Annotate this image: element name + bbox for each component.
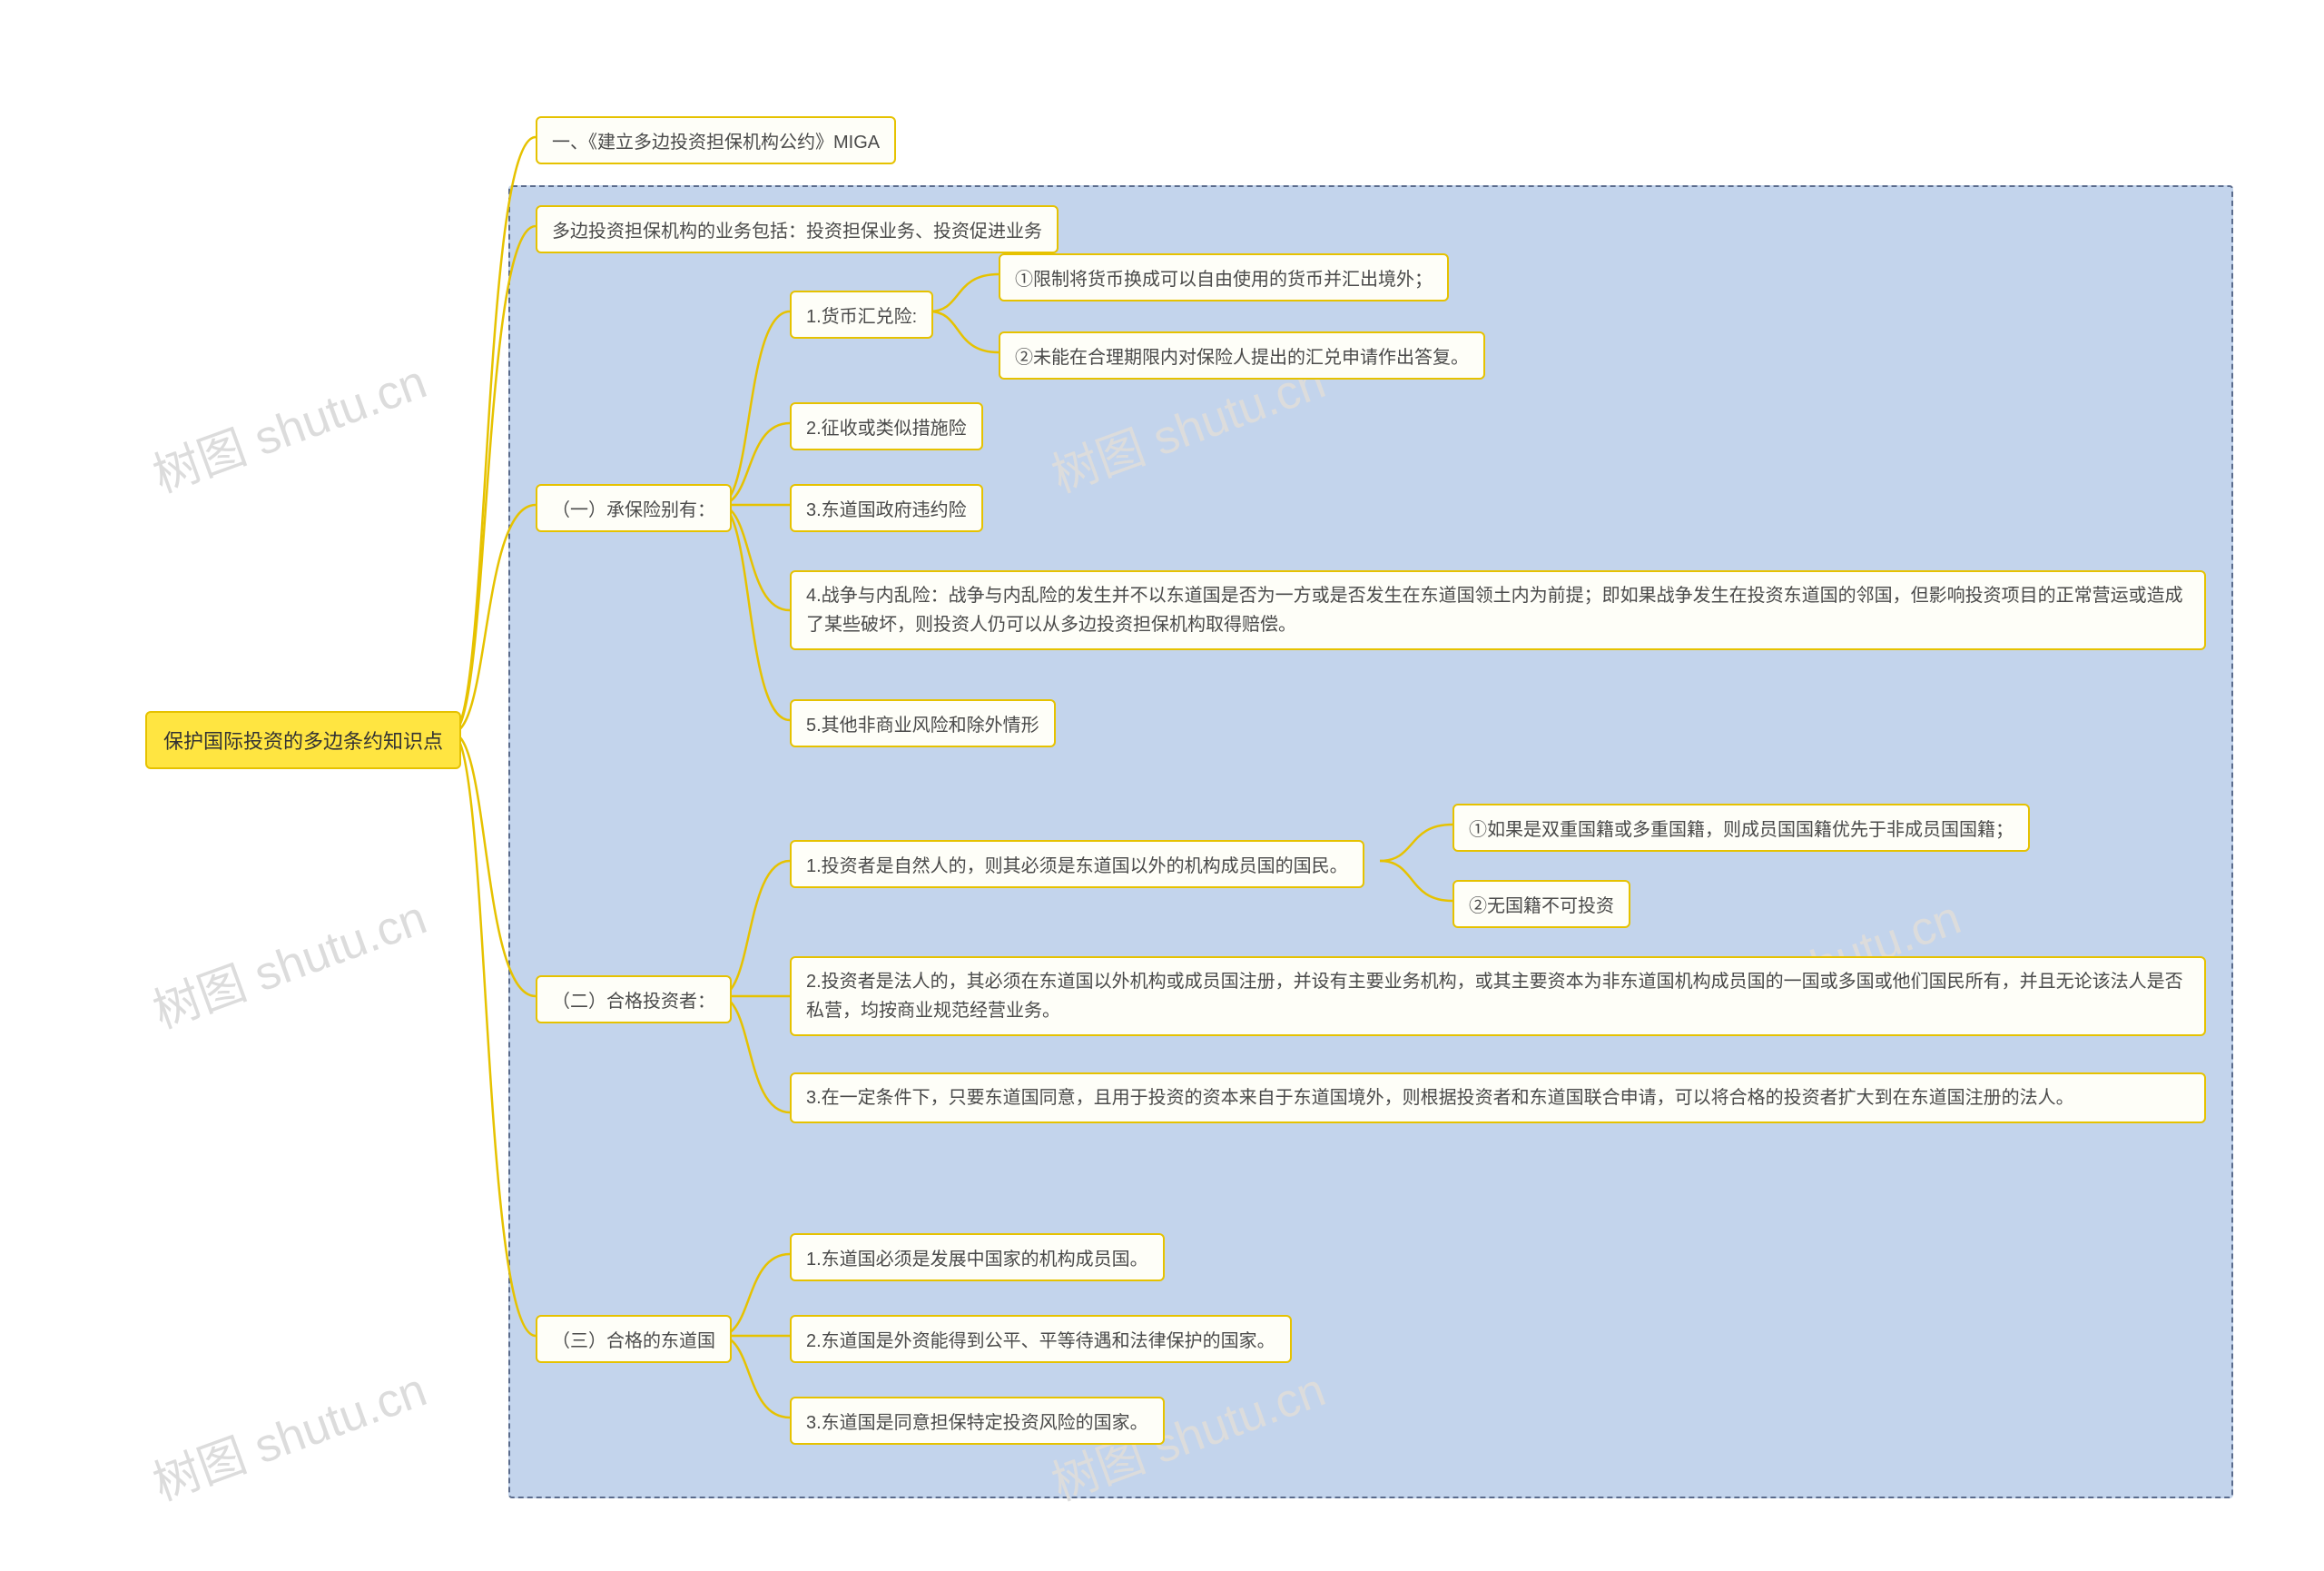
b4c1d2-label: ②无国籍不可投资 — [1469, 896, 1614, 916]
branch-3: （一）承保险别有： — [536, 484, 732, 532]
b5c1-label: 1.东道国必须是发展中国家的机构成员国。 — [806, 1250, 1148, 1270]
branch-4-child-1-d1: ①如果是双重国籍或多重国籍，则成员国国籍优先于非成员国国籍； — [1452, 804, 2030, 852]
branch-5-child-2: 2.东道国是外资能得到公平、平等待遇和法律保护的国家。 — [790, 1315, 1292, 1363]
root-label: 保护国际投资的多边条约知识点 — [163, 730, 443, 753]
branch-3-label: （一）承保险别有： — [552, 500, 715, 520]
branch-4-child-1: 1.投资者是自然人的，则其必须是东道国以外的机构成员国的国民。 — [790, 840, 1364, 888]
branch-4-child-3: 3.在一定条件下，只要东道国同意，且用于投资的资本来自于东道国境外，则根据投资者… — [790, 1072, 2206, 1123]
branch-3-child-1-d1: ①限制将货币换成可以自由使用的货币并汇出境外； — [999, 253, 1449, 301]
b4c1d1-label: ①如果是双重国籍或多重国籍，则成员国国籍优先于非成员国国籍； — [1469, 820, 2014, 840]
branch-3-child-1: 1.货币汇兑险: — [790, 291, 933, 339]
b3c3-label: 3.东道国政府违约险 — [806, 500, 967, 520]
branch-3-child-1-d2: ②未能在合理期限内对保险人提出的汇兑申请作出答复。 — [999, 331, 1485, 380]
branch-4-label: （二）合格投资者： — [552, 992, 715, 1012]
b4c1-label: 1.投资者是自然人的，则其必须是东道国以外的机构成员国的国民。 — [806, 856, 1348, 876]
branch-4: （二）合格投资者： — [536, 975, 732, 1023]
b4c2-label: 2.投资者是法人的，其必须在东道国以外机构或成员国注册，并设有主要业务机构，或其… — [806, 972, 2183, 1021]
branch-3-child-2: 2.征收或类似措施险 — [790, 402, 983, 450]
branch-1-label: 一、《建立多边投资担保机构公约》MIGA — [552, 133, 880, 153]
b5c2-label: 2.东道国是外资能得到公平、平等待遇和法律保护的国家。 — [806, 1331, 1275, 1351]
branch-3-child-4: 4.战争与内乱险：战争与内乱险的发生并不以东道国是否为一方或是否发生在东道国领土… — [790, 570, 2206, 650]
b3c1-label: 1.货币汇兑险: — [806, 307, 917, 327]
branch-3-child-5: 5.其他非商业风险和除外情形 — [790, 699, 1056, 747]
branch-5: （三）合格的东道国 — [536, 1315, 732, 1363]
branch-3-child-3: 3.东道国政府违约险 — [790, 484, 983, 532]
branch-4-child-1-d2: ②无国籍不可投资 — [1452, 880, 1630, 928]
branch-5-child-1: 1.东道国必须是发展中国家的机构成员国。 — [790, 1233, 1165, 1281]
branch-4-child-2: 2.投资者是法人的，其必须在东道国以外机构或成员国注册，并设有主要业务机构，或其… — [790, 956, 2206, 1036]
branch-5-child-3: 3.东道国是同意担保特定投资风险的国家。 — [790, 1397, 1165, 1445]
branch-2-label: 多边投资担保机构的业务包括：投资担保业务、投资促进业务 — [552, 222, 1042, 242]
b3c1d1-label: ①限制将货币换成可以自由使用的货币并汇出境外； — [1015, 270, 1433, 290]
b3c2-label: 2.征收或类似措施险 — [806, 419, 967, 439]
b3c4-label: 4.战争与内乱险：战争与内乱险的发生并不以东道国是否为一方或是否发生在东道国领土… — [806, 586, 2183, 635]
b4c3-label: 3.在一定条件下，只要东道国同意，且用于投资的资本来自于东道国境外，则根据投资者… — [806, 1088, 2074, 1108]
branch-1: 一、《建立多边投资担保机构公约》MIGA — [536, 116, 896, 164]
branch-5-label: （三）合格的东道国 — [552, 1331, 715, 1351]
root-node: 保护国际投资的多边条约知识点 — [145, 711, 461, 769]
b5c3-label: 3.东道国是同意担保特定投资风险的国家。 — [806, 1413, 1148, 1433]
branch-2: 多边投资担保机构的业务包括：投资担保业务、投资促进业务 — [536, 205, 1059, 253]
b3c1d2-label: ②未能在合理期限内对保险人提出的汇兑申请作出答复。 — [1015, 348, 1469, 368]
b3c5-label: 5.其他非商业风险和除外情形 — [806, 716, 1039, 736]
